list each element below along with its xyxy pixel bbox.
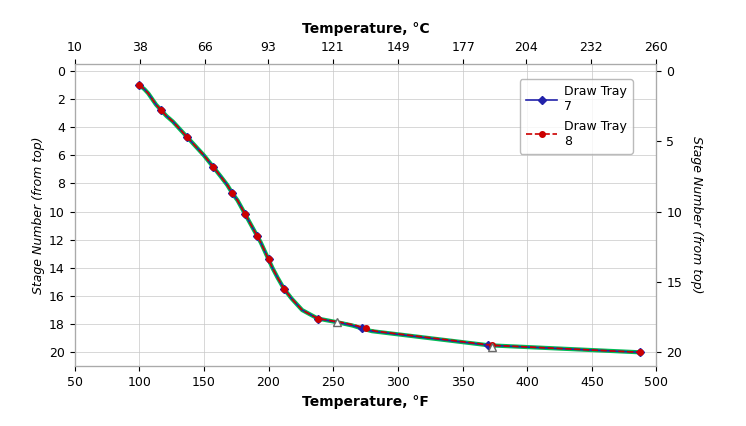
Draw Tray
7	[248, 226, 257, 231]
Draw Tray
7	[169, 119, 178, 124]
Draw Tray
7	[635, 350, 644, 355]
Draw Tray
8	[199, 153, 208, 158]
Draw Tray
7	[199, 153, 208, 158]
Draw Tray
8	[372, 328, 380, 334]
Draw Tray
7	[223, 182, 232, 187]
Draw Tray
7	[228, 191, 236, 196]
Draw Tray
7	[190, 143, 199, 148]
Draw Tray
8	[144, 91, 153, 96]
Draw Tray
7	[313, 316, 322, 321]
Draw Tray
8	[148, 97, 157, 102]
Draw Tray
8	[268, 265, 277, 271]
Draw Tray
8	[273, 275, 282, 280]
Draw Tray
8	[488, 343, 497, 348]
Draw Tray
8	[190, 143, 199, 148]
Draw Tray
8	[361, 326, 370, 331]
Draw Tray
7	[298, 308, 307, 313]
Draw Tray
7	[287, 296, 296, 301]
Draw Tray
8	[175, 126, 184, 131]
Draw Tray
7	[252, 233, 261, 238]
Draw Tray
8	[216, 174, 225, 179]
Draw Tray
8	[339, 320, 348, 325]
Draw Tray
7	[335, 320, 344, 325]
Draw Tray
8	[140, 86, 149, 92]
Y-axis label: Stage Number (from top): Stage Number (from top)	[32, 136, 45, 294]
Draw Tray
8	[228, 191, 236, 196]
X-axis label: Temperature, °F: Temperature, °F	[302, 394, 429, 409]
Draw Tray
7	[148, 97, 157, 102]
Draw Tray
8	[252, 233, 261, 238]
Draw Tray
8	[352, 323, 361, 328]
Line: Draw Tray
8: Draw Tray 8	[137, 82, 642, 355]
Draw Tray
7	[135, 83, 144, 88]
Draw Tray
7	[144, 91, 153, 96]
Draw Tray
7	[484, 343, 493, 348]
Legend: Draw Tray
7, Draw Tray
8: Draw Tray 7, Draw Tray 8	[520, 79, 633, 154]
Draw Tray
8	[135, 83, 144, 88]
Draw Tray
7	[257, 240, 266, 245]
Draw Tray
7	[208, 164, 217, 169]
Draw Tray
8	[257, 240, 266, 245]
Draw Tray
8	[241, 212, 250, 217]
Draw Tray
7	[237, 205, 246, 210]
Draw Tray
8	[208, 164, 217, 169]
Draw Tray
7	[140, 86, 149, 92]
X-axis label: Temperature, °C: Temperature, °C	[301, 22, 430, 36]
Draw Tray
8	[260, 248, 269, 253]
Draw Tray
7	[162, 113, 171, 118]
Draw Tray
7	[241, 212, 250, 217]
Draw Tray
8	[245, 219, 254, 224]
Draw Tray
8	[287, 296, 296, 301]
Draw Tray
7	[280, 286, 289, 291]
Draw Tray
7	[268, 265, 277, 271]
Draw Tray
8	[157, 108, 166, 113]
Draw Tray
8	[162, 113, 171, 118]
Draw Tray
7	[216, 174, 225, 179]
Draw Tray
8	[280, 286, 289, 291]
Draw Tray
7	[151, 102, 160, 107]
Draw Tray
8	[237, 205, 246, 210]
Draw Tray
8	[298, 308, 307, 313]
Draw Tray
8	[635, 350, 644, 355]
Draw Tray
7	[348, 323, 357, 328]
Draw Tray
8	[264, 257, 273, 262]
Draw Tray
7	[368, 328, 377, 334]
Line: Draw Tray
7: Draw Tray 7	[137, 82, 642, 355]
Draw Tray
7	[260, 248, 269, 253]
Draw Tray
7	[175, 126, 184, 131]
Draw Tray
7	[357, 326, 366, 331]
Draw Tray
8	[313, 316, 322, 321]
Draw Tray
7	[273, 275, 282, 280]
Y-axis label: Stage Number (from top): Stage Number (from top)	[690, 136, 703, 294]
Draw Tray
7	[245, 219, 254, 224]
Draw Tray
8	[223, 182, 232, 187]
Draw Tray
8	[151, 102, 160, 107]
Draw Tray
8	[248, 226, 257, 231]
Draw Tray
7	[233, 198, 242, 203]
Draw Tray
7	[264, 257, 273, 262]
Draw Tray
8	[233, 198, 242, 203]
Draw Tray
7	[157, 108, 166, 113]
Draw Tray
7	[183, 135, 192, 140]
Draw Tray
8	[183, 135, 192, 140]
Draw Tray
8	[169, 119, 178, 124]
